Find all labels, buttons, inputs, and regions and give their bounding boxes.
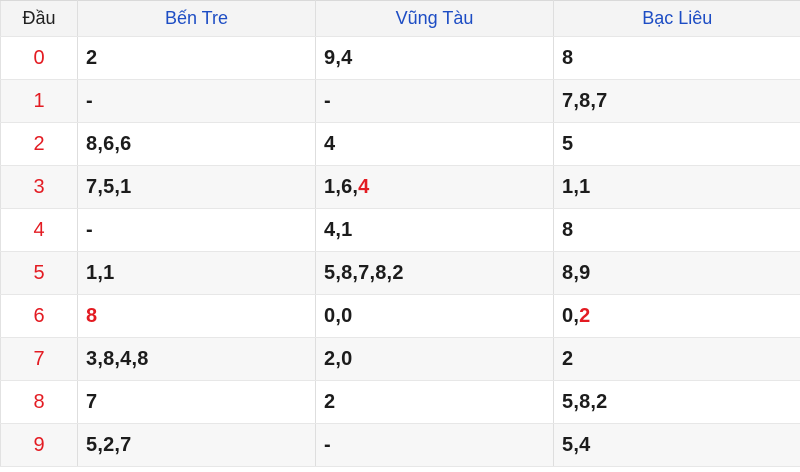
value-text: 5,8,2	[562, 390, 608, 413]
row-digit: 9	[0, 423, 78, 467]
row-digit: 3	[0, 165, 78, 209]
table-row: 9 5,2,7 - 5,4	[0, 423, 800, 467]
value-cell: 8	[77, 294, 316, 338]
value-text: 5,8,7,8,2	[324, 261, 404, 284]
column-header-vung-tau[interactable]: Vũng Tàu	[315, 0, 554, 37]
table-row: 8 7 2 5,8,2	[0, 380, 800, 424]
value-cell: 0,2	[553, 294, 800, 338]
value-cell: 8,6,6	[77, 122, 316, 166]
value-cell: -	[315, 423, 554, 467]
table-header: Đầu Bến Tre Vũng Tàu Bạc Liêu	[0, 0, 800, 37]
column-header-bac-lieu[interactable]: Bạc Liêu	[553, 0, 800, 37]
value-cell: 5,4	[553, 423, 800, 467]
value-text: 2	[324, 390, 336, 413]
value-text: 4	[324, 132, 336, 155]
value-cell: 2	[315, 380, 554, 424]
value-text: 5,4	[562, 433, 591, 456]
value-cell: 7	[77, 380, 316, 424]
value-text: -	[324, 433, 331, 456]
value-cell: 4	[315, 122, 554, 166]
value-text: 0,0	[324, 304, 353, 327]
value-cell: 9,4	[315, 36, 554, 80]
row-digit: 6	[0, 294, 78, 338]
value-text: -	[86, 89, 93, 112]
table-row: 7 3,8,4,8 2,0 2	[0, 337, 800, 381]
value-text: 5,2,7	[86, 433, 132, 456]
value-cell: 7,8,7	[553, 79, 800, 123]
value-text: 5	[562, 132, 574, 155]
column-header-ben-tre[interactable]: Bến Tre	[77, 0, 316, 37]
value-cell: 5,2,7	[77, 423, 316, 467]
value-cell: 1,6,4	[315, 165, 554, 209]
value-text: 8,9	[562, 261, 591, 284]
row-digit: 0	[0, 36, 78, 80]
value-cell: 2	[553, 337, 800, 381]
highlighted-value: 4	[358, 175, 370, 198]
value-cell: 1,1	[553, 165, 800, 209]
value-cell: 4,1	[315, 208, 554, 252]
table-row: 4- 4,1 8	[0, 208, 800, 252]
corner-header-dau: Đầu	[0, 0, 78, 37]
table-row: 1- -7,8,7	[0, 79, 800, 123]
value-text: 7,5,1	[86, 175, 132, 198]
value-cell: 1,1	[77, 251, 316, 295]
table-row: 6 8 0,0 0,2	[0, 294, 800, 338]
highlighted-value: 8	[86, 304, 98, 327]
value-text: -	[86, 218, 93, 241]
row-digit: 2	[0, 122, 78, 166]
value-cell: 8,9	[553, 251, 800, 295]
value-cell: -	[77, 79, 316, 123]
value-cell: -	[315, 79, 554, 123]
value-cell: 8	[553, 36, 800, 80]
row-digit: 4	[0, 208, 78, 252]
value-text: 7	[86, 390, 98, 413]
value-cell: 7,5,1	[77, 165, 316, 209]
value-cell: 5,8,7,8,2	[315, 251, 554, 295]
row-digit: 5	[0, 251, 78, 295]
header-row: Đầu Bến Tre Vũng Tàu Bạc Liêu	[0, 0, 800, 37]
row-digit: 8	[0, 380, 78, 424]
value-text: 8	[562, 218, 574, 241]
value-text: 1,1	[562, 175, 591, 198]
value-text: -	[324, 89, 331, 112]
table-row: 3 7,5,1 1,6,4 1,1	[0, 165, 800, 209]
value-text: 2,0	[324, 347, 353, 370]
highlighted-value: 2	[579, 304, 591, 327]
value-text: 0,	[562, 304, 580, 327]
value-cell: -	[77, 208, 316, 252]
value-cell: 0,0	[315, 294, 554, 338]
value-text: 4,1	[324, 218, 353, 241]
row-digit: 1	[0, 79, 78, 123]
table-row: 0 2 9,4 8	[0, 36, 800, 80]
row-digit: 7	[0, 337, 78, 381]
value-cell: 8	[553, 208, 800, 252]
value-cell: 2,0	[315, 337, 554, 381]
value-text: 7,8,7	[562, 89, 608, 112]
table-body: 0 2 9,4 8 1- -7,8,7 2 8,6,6 4 5 3 7,5,1 1,6,4 1,1 4-4,…	[0, 36, 800, 467]
value-text: 1,1	[86, 261, 115, 284]
value-cell: 2	[77, 36, 316, 80]
value-text: 8	[562, 46, 574, 69]
value-text: 1,6,	[324, 175, 359, 198]
value-cell: 3,8,4,8	[77, 337, 316, 381]
value-cell: 5	[553, 122, 800, 166]
value-text: 9,4	[324, 46, 353, 69]
value-text: 2	[562, 347, 574, 370]
value-text: 8,6,6	[86, 132, 132, 155]
value-text: 2	[86, 46, 98, 69]
value-cell: 5,8,2	[553, 380, 800, 424]
table-row: 5 1,1 5,8,7,8,2 8,9	[0, 251, 800, 295]
value-text: 3,8,4,8	[86, 347, 149, 370]
table-row: 2 8,6,6 4 5	[0, 122, 800, 166]
